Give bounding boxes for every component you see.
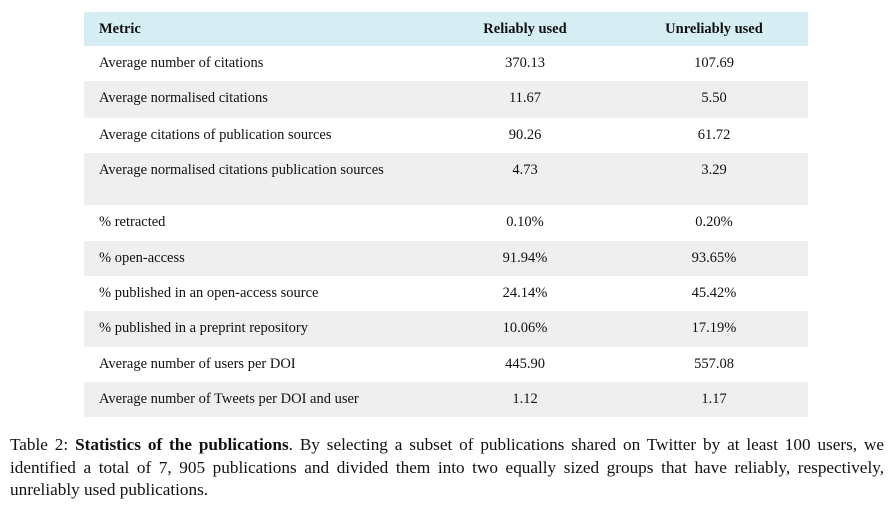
table-row: Average number of Tweets per DOI and use…: [84, 382, 808, 417]
metric-cell: % retracted: [99, 214, 166, 230]
value-cell: 445.90: [505, 356, 545, 372]
table: Metric Reliably used Unreliably used Averag…: [84, 12, 808, 417]
value-cell: 61.72: [697, 127, 731, 143]
header-cell: Reliably used: [483, 21, 567, 37]
metric-cell: % published in an open-access source: [99, 285, 319, 301]
caption-label: Table 2:: [10, 435, 69, 454]
table-row: Average normalised citations publication…: [84, 153, 808, 205]
value-cell: 1.17: [701, 391, 727, 407]
header-cell: Unreliably used: [665, 21, 763, 37]
metric-cell: Average normalised citations: [99, 90, 268, 106]
table-row: % open-access 91.94% 93.65%: [84, 241, 808, 276]
table-row: Average number of citations 370.13 107.69: [84, 46, 808, 81]
value-cell: 91.94%: [502, 250, 548, 266]
metric-cell: % open-access: [99, 250, 185, 266]
value-cell: 11.67: [508, 90, 542, 106]
caption-title: Statistics of the publications: [75, 435, 289, 454]
value-cell: 93.65%: [691, 250, 737, 266]
value-cell: 370.13: [505, 55, 545, 71]
value-cell: 5.50: [701, 90, 727, 106]
table-row: % published in an open-access source 24.1…: [84, 276, 808, 311]
value-cell: 24.14%: [502, 285, 548, 301]
value-cell: 0.10%: [506, 214, 544, 230]
value-cell: 3.29: [701, 162, 727, 178]
value-cell: 45.42%: [691, 285, 737, 301]
metric-cell: Average number of citations: [99, 55, 264, 71]
table-row: Average normalised citations 11.67 5.50: [84, 81, 808, 118]
value-cell: 1.12: [512, 391, 538, 407]
table-row: % retracted 0.10% 0.20%: [84, 205, 808, 241]
metric-cell: Average normalised citations publication…: [99, 162, 384, 178]
table-row: Average number of users per DOI 445.90 557…: [84, 347, 808, 382]
metric-cell: % published in a preprint repository: [99, 320, 308, 336]
table-row: % published in a preprint repository 10.0…: [84, 311, 808, 347]
value-cell: 0.20%: [695, 214, 733, 230]
value-cell: 10.06%: [502, 320, 548, 336]
value-cell: 557.08: [694, 356, 734, 372]
value-cell: 107.69: [694, 55, 734, 71]
header-cell: Metric: [99, 21, 141, 37]
metric-cell: Average citations of publication sources: [99, 127, 332, 143]
value-cell: 90.26: [508, 127, 542, 143]
header-row: Metric Reliably used Unreliably used: [84, 12, 808, 46]
value-cell: 4.73: [512, 162, 538, 178]
value-cell: 17.19%: [691, 320, 737, 336]
caption-text: . By selecting a subset of publications …: [10, 435, 885, 499]
caption: Table 2: Statistics of the publications.…: [10, 434, 884, 502]
metric-cell: Average number of users per DOI: [99, 356, 296, 372]
metric-cell: Average number of Tweets per DOI and use…: [99, 391, 359, 407]
table-row: Average citations of publication sources…: [84, 118, 808, 153]
